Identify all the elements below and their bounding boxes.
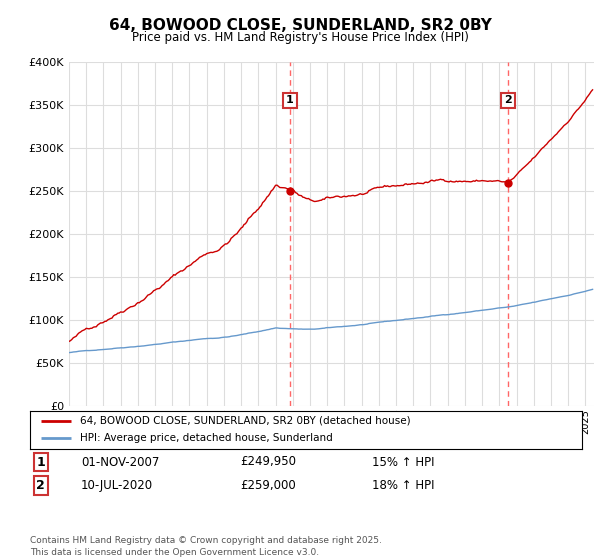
Text: 15% ↑ HPI: 15% ↑ HPI: [372, 455, 434, 469]
Text: HPI: Average price, detached house, Sunderland: HPI: Average price, detached house, Sund…: [80, 433, 332, 444]
Text: 64, BOWOOD CLOSE, SUNDERLAND, SR2 0BY: 64, BOWOOD CLOSE, SUNDERLAND, SR2 0BY: [109, 18, 491, 33]
Text: 18% ↑ HPI: 18% ↑ HPI: [372, 479, 434, 492]
Text: £259,000: £259,000: [240, 479, 296, 492]
Text: 1: 1: [286, 95, 294, 105]
Text: £249,950: £249,950: [240, 455, 296, 469]
Text: 2: 2: [37, 479, 45, 492]
Text: 2: 2: [504, 95, 512, 105]
Text: Price paid vs. HM Land Registry's House Price Index (HPI): Price paid vs. HM Land Registry's House …: [131, 31, 469, 44]
Text: 01-NOV-2007: 01-NOV-2007: [81, 455, 160, 469]
Text: Contains HM Land Registry data © Crown copyright and database right 2025.
This d: Contains HM Land Registry data © Crown c…: [30, 536, 382, 557]
Text: 64, BOWOOD CLOSE, SUNDERLAND, SR2 0BY (detached house): 64, BOWOOD CLOSE, SUNDERLAND, SR2 0BY (d…: [80, 416, 410, 426]
Text: 1: 1: [37, 455, 45, 469]
Text: 10-JUL-2020: 10-JUL-2020: [81, 479, 153, 492]
